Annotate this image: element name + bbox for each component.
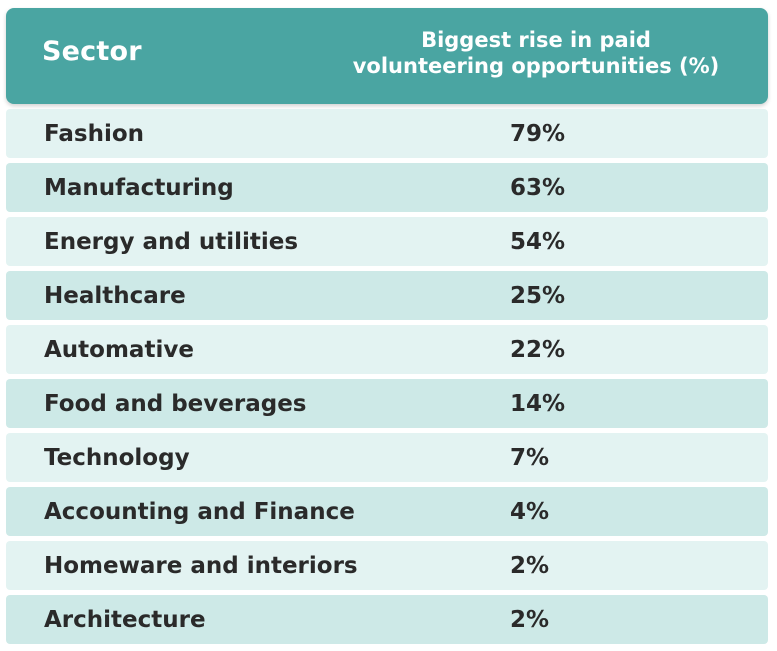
sector-cell: Automative	[44, 337, 194, 363]
sector-cell: Fashion	[44, 121, 145, 147]
table-row: Healthcare 25%	[6, 271, 768, 320]
sector-cell: Homeware and interiors	[44, 553, 358, 579]
table-row: Fashion 79%	[6, 109, 768, 158]
sector-cell: Accounting and Finance	[44, 499, 355, 525]
value-cell: 2%	[510, 607, 550, 633]
table-row: Manufacturing 63%	[6, 163, 768, 212]
value-cell: 14%	[510, 391, 566, 417]
table-row: Architecture 2%	[6, 595, 768, 644]
table-row: Accounting and Finance 4%	[6, 487, 768, 536]
header-value-line2: volunteering opportunities (%)	[352, 54, 720, 78]
sector-cell: Manufacturing	[44, 175, 234, 201]
table-row: Energy and utilities 54%	[6, 217, 768, 266]
sector-cell: Technology	[44, 445, 190, 471]
value-cell: 25%	[510, 283, 566, 309]
table-body: Fashion 79% Manufacturing 63% Energy and uti…	[6, 109, 768, 649]
table-header: Sector Biggest rise in paid volunteering…	[6, 8, 768, 104]
value-cell: 22%	[510, 337, 566, 363]
sector-cell: Healthcare	[44, 283, 186, 309]
header-value: Biggest rise in paid volunteering opport…	[336, 27, 736, 79]
value-cell: 2%	[510, 553, 550, 579]
header-sector: Sector	[42, 36, 142, 67]
sector-cell: Energy and utilities	[44, 229, 299, 255]
value-cell: 63%	[510, 175, 566, 201]
sector-cell: Architecture	[44, 607, 206, 633]
table-row: Food and beverages 14%	[6, 379, 768, 428]
table-row: Technology 7%	[6, 433, 768, 482]
value-cell: 54%	[510, 229, 566, 255]
sector-cell: Food and beverages	[44, 391, 307, 417]
value-cell: 7%	[510, 445, 550, 471]
table-row: Homeware and interiors 2%	[6, 541, 768, 590]
table-row: Automative 22%	[6, 325, 768, 374]
sector-table: Sector Biggest rise in paid volunteering…	[6, 8, 768, 644]
value-cell: 4%	[510, 499, 550, 525]
header-value-line1: Biggest rise in paid	[421, 28, 651, 52]
value-cell: 79%	[510, 121, 566, 147]
